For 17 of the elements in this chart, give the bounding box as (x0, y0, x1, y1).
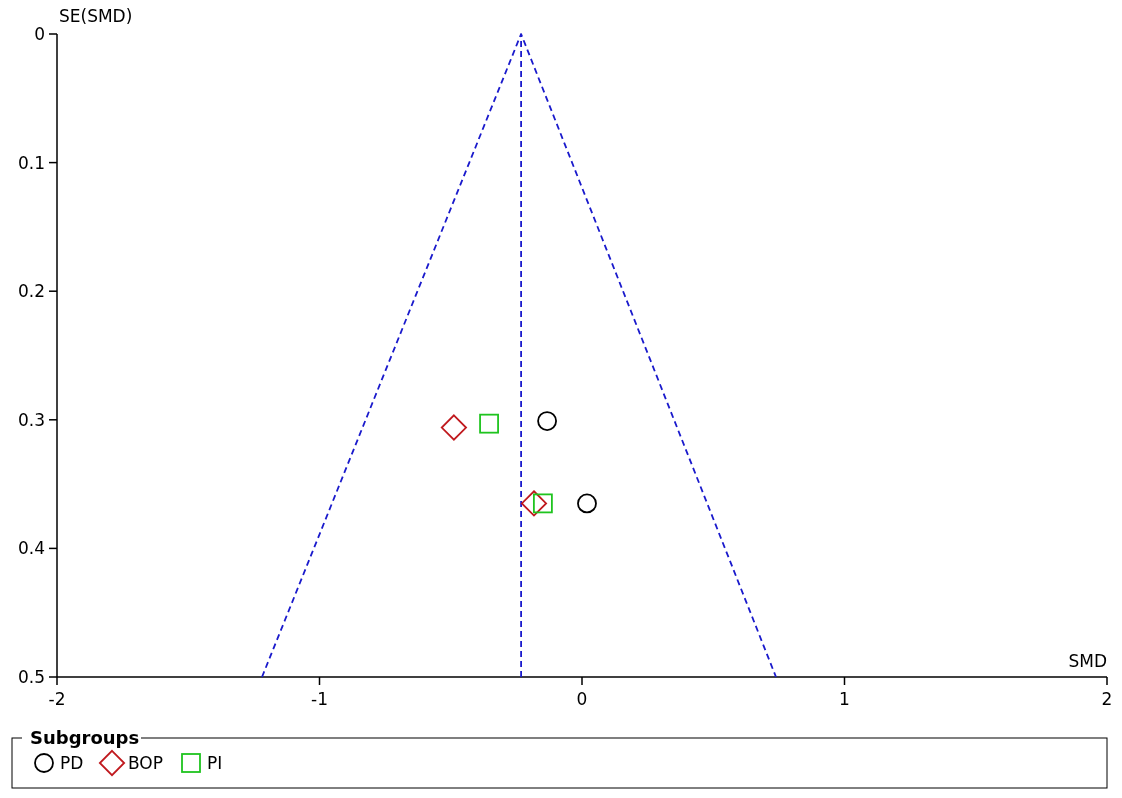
y-tick-label: 0.5 (17, 667, 45, 687)
legend-label: PI (207, 753, 223, 773)
legend-title: Subgroups (30, 727, 140, 748)
y-tick-label: 0.4 (17, 538, 45, 559)
x-tick-label: 0 (576, 689, 588, 709)
x-tick-label: -1 (311, 689, 328, 709)
x-tick-label: 1 (839, 689, 850, 709)
y-tick-label: 0.1 (17, 152, 45, 173)
x-tick-label: -2 (48, 689, 66, 709)
legend-label: BOP (128, 753, 163, 773)
y-tick-label: 0 (34, 24, 45, 44)
legend-label: PD (60, 753, 84, 773)
x-axis-title: SMD (1068, 651, 1107, 671)
x-tick-label: 2 (1101, 689, 1113, 709)
y-axis-title: SE(SMD) (59, 6, 133, 26)
y-tick-label: 0.3 (17, 409, 45, 430)
y-tick-label: 0.2 (17, 281, 45, 302)
